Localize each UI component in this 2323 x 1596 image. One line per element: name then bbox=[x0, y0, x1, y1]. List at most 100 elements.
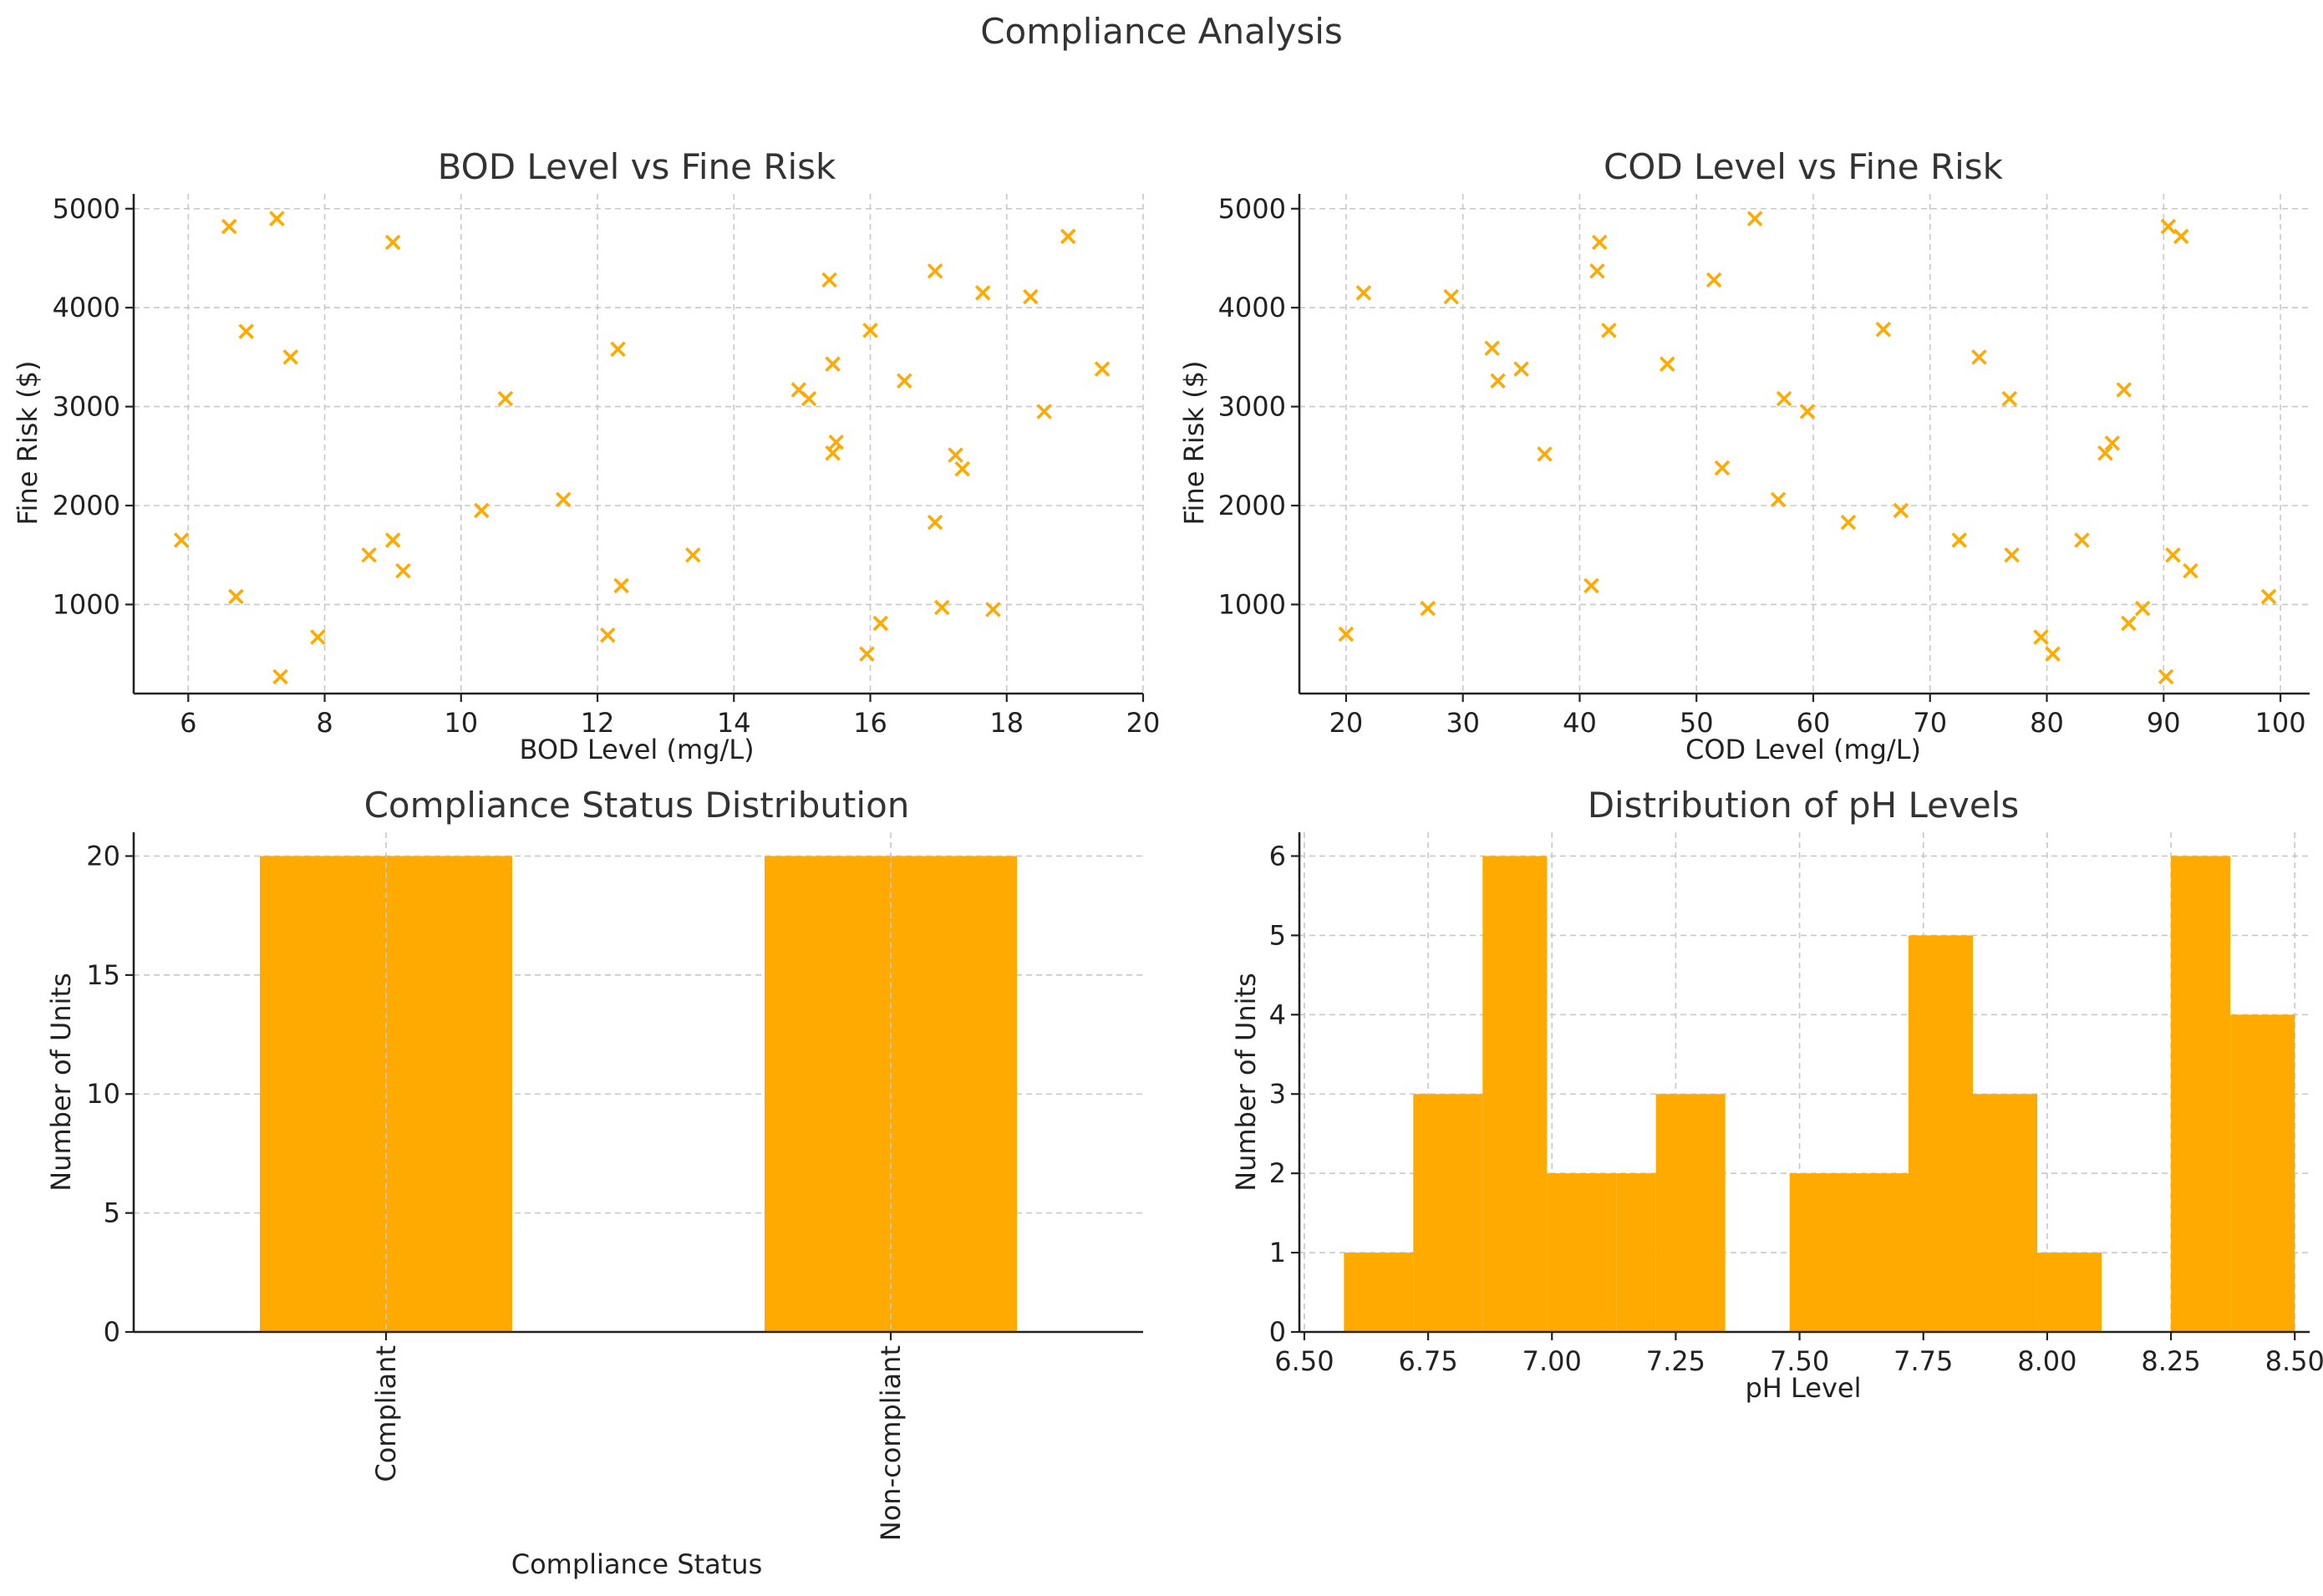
data-point bbox=[310, 629, 326, 645]
data-point bbox=[555, 491, 572, 508]
x-tick-label: 6 bbox=[180, 707, 196, 739]
marker-stroke bbox=[2001, 390, 2018, 407]
marker-stroke bbox=[473, 502, 490, 519]
marker-stroke bbox=[1591, 234, 1608, 251]
marker-stroke bbox=[2160, 218, 2177, 235]
y-tick-label: 3 bbox=[1269, 1078, 1286, 1110]
marker-stroke bbox=[821, 272, 837, 288]
y-tick-label: 15 bbox=[86, 959, 120, 991]
marker-stroke bbox=[859, 646, 875, 662]
marker-stroke bbox=[1705, 272, 1722, 288]
cod-y-axis-label: Fine Risk ($) bbox=[1178, 361, 1210, 526]
x-tick-label: 7.50 bbox=[1770, 1345, 1829, 1377]
y-tick-label: 1 bbox=[1269, 1237, 1286, 1268]
y-tick-label: 4000 bbox=[1218, 292, 1286, 323]
x-tick-label: 40 bbox=[1563, 707, 1597, 739]
data-point bbox=[859, 646, 875, 662]
data-point bbox=[927, 514, 943, 531]
y-tick-label: 20 bbox=[86, 840, 120, 872]
status-chart-title: Compliance Status Distribution bbox=[364, 785, 910, 826]
x-tick-label: 16 bbox=[853, 707, 887, 739]
data-point bbox=[2097, 445, 2113, 461]
category-label: Compliant bbox=[370, 1345, 402, 1482]
marker-stroke bbox=[825, 445, 841, 461]
data-point bbox=[897, 373, 912, 389]
marker-stroke bbox=[282, 349, 299, 365]
x-tick-label: 6.50 bbox=[1274, 1345, 1334, 1377]
marker-stroke bbox=[1951, 532, 1967, 548]
data-point bbox=[933, 599, 950, 616]
data-point bbox=[228, 588, 244, 605]
data-point bbox=[473, 502, 490, 519]
marker-stroke bbox=[927, 263, 943, 279]
histogram-bin bbox=[2171, 856, 2231, 1332]
marker-stroke bbox=[2158, 668, 2174, 685]
marker-stroke bbox=[985, 602, 1001, 618]
marker-stroke bbox=[1659, 356, 1675, 372]
marker-stroke bbox=[1060, 228, 1076, 245]
data-point bbox=[2183, 562, 2198, 579]
x-tick-label: 70 bbox=[1913, 707, 1947, 739]
marker-stroke bbox=[395, 562, 411, 579]
x-tick-label: 8.00 bbox=[2017, 1345, 2076, 1377]
marker-stroke bbox=[872, 615, 889, 632]
cod-vs-fine-risk-chart: COD Level vs Fine Risk 20 30 40 50 60 70 80 90 1… bbox=[1178, 146, 2310, 765]
marker-stroke bbox=[897, 373, 912, 389]
ph-x-axis-label: pH Level bbox=[1745, 1372, 1861, 1404]
marker-stroke bbox=[384, 532, 401, 548]
x-tick-label: 60 bbox=[1797, 707, 1831, 739]
marker-stroke bbox=[1714, 460, 1731, 476]
marker-stroke bbox=[1094, 361, 1111, 377]
x-tick-label: 7.25 bbox=[1646, 1345, 1705, 1377]
cod-chart-title: COD Level vs Fine Risk bbox=[1604, 146, 2004, 187]
x-tick-label: 14 bbox=[717, 707, 751, 739]
marker-stroke bbox=[2121, 615, 2137, 632]
data-point bbox=[954, 460, 970, 477]
y-tick-label: 2000 bbox=[53, 490, 120, 521]
y-tick-label: 3000 bbox=[1218, 391, 1286, 423]
marker-stroke bbox=[1875, 321, 1892, 338]
data-point bbox=[927, 263, 943, 279]
ph-chart-title: Distribution of pH Levels bbox=[1588, 785, 2020, 826]
data-point bbox=[610, 341, 626, 358]
marker-stroke bbox=[1023, 288, 1039, 305]
data-point bbox=[1971, 349, 1987, 365]
data-point bbox=[1875, 321, 1892, 338]
data-point bbox=[497, 390, 514, 407]
y-tick-label: 3000 bbox=[53, 391, 120, 423]
data-point bbox=[282, 349, 299, 365]
y-tick-label: 1000 bbox=[53, 588, 120, 620]
histogram-bin bbox=[2230, 1014, 2295, 1332]
status-x-axis-label: Compliance Status bbox=[511, 1548, 763, 1580]
x-tick-label: 8.25 bbox=[2141, 1345, 2200, 1377]
data-point bbox=[384, 234, 401, 251]
y-tick-label: 2000 bbox=[1218, 490, 1286, 521]
y-tick-label: 5 bbox=[104, 1197, 120, 1229]
data-point bbox=[384, 532, 401, 548]
data-point bbox=[1746, 211, 1763, 226]
data-point bbox=[1420, 600, 1436, 617]
y-tick-label: 5000 bbox=[53, 193, 120, 225]
marker-stroke bbox=[1583, 577, 1599, 594]
marker-stroke bbox=[948, 447, 963, 463]
marker-stroke bbox=[1484, 340, 1500, 357]
marker-stroke bbox=[974, 285, 991, 301]
data-point bbox=[1799, 404, 1816, 419]
y-tick-label: 5 bbox=[1269, 919, 1286, 951]
data-point bbox=[395, 562, 411, 579]
histogram-bin bbox=[1482, 856, 1548, 1332]
data-point bbox=[361, 546, 377, 563]
marker-stroke bbox=[828, 434, 844, 450]
data-point bbox=[948, 447, 963, 463]
data-point bbox=[1443, 288, 1459, 305]
marker-stroke bbox=[685, 546, 701, 563]
data-point bbox=[2116, 382, 2132, 398]
data-point bbox=[801, 390, 817, 407]
marker-stroke bbox=[1840, 514, 1857, 531]
histogram-bin bbox=[1344, 1253, 1414, 1332]
data-point bbox=[269, 211, 285, 226]
histogram-bin bbox=[1973, 1094, 2038, 1332]
data-point bbox=[1355, 285, 1372, 301]
histogram-bin bbox=[1547, 1173, 1617, 1332]
